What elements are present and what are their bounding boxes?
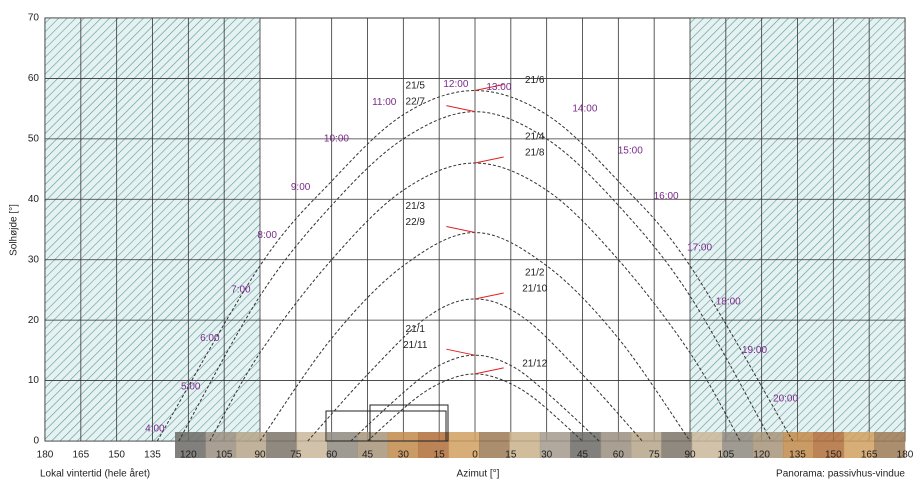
- hour-label: 14:00: [572, 103, 597, 114]
- date-label: 21/3: [406, 201, 426, 212]
- x-tick-label: 120: [180, 450, 197, 461]
- panorama-photo: [235, 432, 267, 458]
- date-pointer: [474, 292, 504, 300]
- x-tick-label: 75: [649, 450, 661, 461]
- x-tick-label: 30: [541, 450, 553, 461]
- x-tick-label: 180: [897, 450, 914, 461]
- x-tick-label: 90: [254, 450, 266, 461]
- x-tick-label: 105: [216, 450, 233, 461]
- x-axis-label: Azimut [°]: [457, 469, 500, 480]
- date-pointer: [474, 367, 504, 375]
- hour-label: 7:00: [231, 285, 251, 296]
- x-tick-label: 150: [108, 450, 125, 461]
- y-tick-label: 60: [28, 73, 40, 84]
- time-note: Lokal vintertid (hele året): [40, 468, 150, 480]
- panorama-photo: [783, 432, 814, 458]
- hour-label: 13:00: [486, 82, 511, 93]
- date-pointer: [474, 84, 504, 92]
- panorama-photo: [387, 432, 419, 458]
- x-tick-label: 105: [717, 450, 734, 461]
- sun-path: [367, 373, 583, 442]
- sun-path: [209, 162, 741, 442]
- date-label: 21/4: [525, 132, 545, 143]
- x-tick-label: 165: [861, 450, 878, 461]
- x-tick-label: 60: [326, 450, 338, 461]
- y-tick-label: 10: [28, 375, 40, 386]
- x-tick-label: 60: [613, 450, 625, 461]
- date-label: 21/5: [406, 80, 426, 91]
- date-label: 21/2: [525, 268, 545, 279]
- date-label: 21/8: [525, 148, 545, 159]
- date-label: 21/11: [403, 340, 428, 351]
- x-tick-label: 120: [753, 450, 770, 461]
- hour-label: 4:00: [145, 424, 165, 435]
- x-tick-label: 165: [72, 450, 89, 461]
- hour-label: 17:00: [687, 242, 712, 253]
- date-pointer: [446, 226, 476, 234]
- y-tick-label: 70: [28, 13, 40, 24]
- panorama-photo: [418, 432, 450, 458]
- date-pointer: [446, 348, 476, 356]
- panorama-photo: [874, 432, 906, 458]
- x-tick-label: 30: [398, 450, 410, 461]
- date-pointer: [474, 156, 504, 164]
- panorama-photo: [631, 432, 662, 458]
- panorama-photo: [175, 432, 206, 458]
- date-label: 22/9: [406, 217, 426, 228]
- x-tick-label: 0: [472, 450, 478, 461]
- panorama-photo: [722, 432, 754, 458]
- x-tick-label: 150: [825, 450, 842, 461]
- panorama-photo: [843, 432, 875, 458]
- y-tick-label: 50: [28, 133, 40, 144]
- hour-label: 6:00: [200, 333, 220, 344]
- hour-label: 5:00: [181, 381, 201, 392]
- panorama-photo: [600, 432, 632, 458]
- y-tick-label: 20: [28, 315, 40, 326]
- panorama-photo: [479, 432, 510, 458]
- panorama-photo: [539, 432, 571, 458]
- date-label: 21/1: [406, 324, 426, 335]
- x-tick-label: 45: [362, 450, 374, 461]
- hour-label: 10:00: [324, 133, 349, 144]
- panorama-photo: [266, 432, 298, 458]
- hour-label: 11:00: [372, 97, 397, 108]
- x-tick-label: 90: [684, 450, 696, 461]
- panorama-photo: [205, 432, 237, 458]
- x-tick-label: 180: [37, 450, 54, 461]
- panorama-note: Panorama: passivhus-vindue: [776, 469, 905, 480]
- x-tick-label: 75: [290, 450, 302, 461]
- panorama-photo: [691, 432, 723, 458]
- y-tick-label: 40: [28, 194, 40, 205]
- hour-label: 12:00: [443, 79, 468, 90]
- hour-label: 19:00: [742, 345, 767, 356]
- panorama-photo: [509, 432, 541, 458]
- hour-label: 20:00: [773, 393, 798, 404]
- hour-label: 8:00: [257, 230, 277, 241]
- date-label: 22/7: [406, 96, 426, 107]
- date-pointer: [446, 105, 476, 113]
- x-tick-label: 135: [789, 450, 806, 461]
- y-tick-label: 0: [33, 436, 39, 447]
- x-tick-label: 15: [434, 450, 446, 461]
- panorama-photo: [570, 432, 602, 458]
- x-tick-label: 135: [144, 450, 161, 461]
- sun-path: [350, 354, 600, 442]
- panorama-photo: [448, 432, 480, 458]
- date-label: 21/6: [525, 75, 545, 86]
- hour-label: 16:00: [654, 191, 679, 202]
- hour-label: 18:00: [716, 297, 741, 308]
- panorama-photo: [752, 432, 784, 458]
- date-label: 21/10: [522, 284, 547, 295]
- x-tick-label: 45: [577, 450, 589, 461]
- y-axis-label: Solhøjde [°]: [9, 204, 20, 256]
- hour-label: 15:00: [618, 146, 643, 157]
- x-tick-label: 15: [505, 450, 517, 461]
- date-label: 21/12: [522, 359, 547, 370]
- panorama-photo: [813, 432, 845, 458]
- y-tick-label: 30: [28, 254, 40, 265]
- hour-label: 9:00: [291, 182, 311, 193]
- panorama-photo: [327, 432, 358, 458]
